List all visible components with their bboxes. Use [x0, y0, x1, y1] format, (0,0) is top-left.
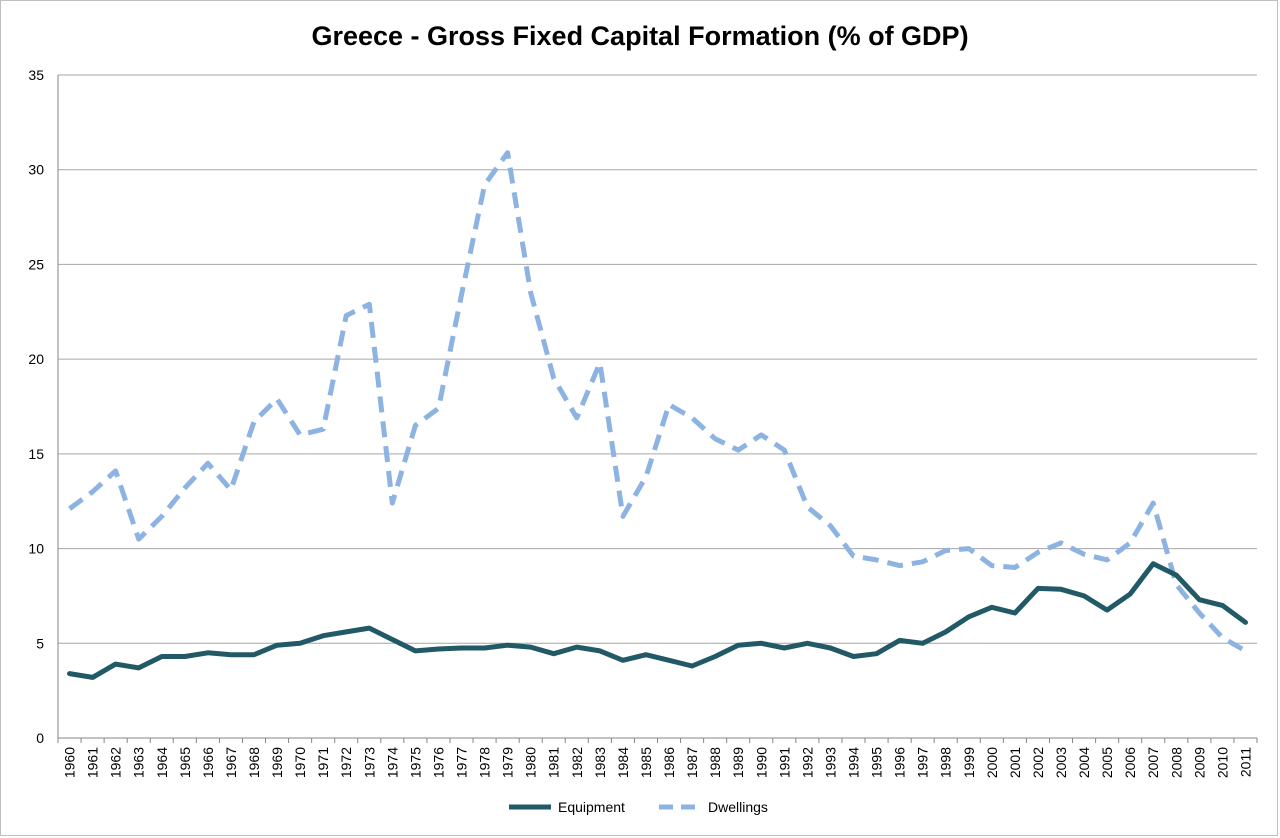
x-tick-label: 1970 [292, 747, 308, 778]
x-tick-label: 1984 [615, 747, 631, 778]
x-tick-label: 2000 [984, 747, 1000, 778]
legend: Equipment Dwellings [509, 799, 768, 815]
y-tick-label: 30 [28, 162, 44, 178]
x-tick-label: 1992 [799, 747, 815, 778]
x-tick-label: 1971 [315, 747, 331, 778]
series-line-equipment [67, 561, 1248, 680]
series-line-dwellings [68, 150, 1247, 654]
x-tick-label: 1960 [62, 747, 78, 778]
x-axis: 1960 1961 1962 1963 1964 1965 1966 1967 1968 1969… [57, 738, 1258, 778]
y-tick-label: 25 [28, 256, 44, 272]
x-tick-label: 1989 [730, 747, 746, 778]
x-tick-label: 2005 [1099, 747, 1115, 778]
x-tick-label: 1978 [477, 747, 493, 778]
x-tick-label: 1963 [131, 747, 147, 778]
x-tick-label: 1982 [569, 747, 585, 778]
x-tick-label: 1973 [361, 747, 377, 778]
legend-label: Equipment [558, 799, 625, 815]
x-tick-label: 1983 [592, 747, 608, 778]
legend-item-dwellings: Dwellings [659, 799, 768, 815]
x-tick-label: 1987 [684, 747, 700, 778]
x-tick-label: 1961 [85, 747, 101, 778]
x-tick-label: 1980 [523, 747, 539, 778]
x-tick-label: 1975 [407, 747, 423, 778]
x-tick-label: 1968 [246, 747, 262, 778]
x-tick-label: 2004 [1076, 747, 1092, 778]
x-tick-label: 1999 [961, 747, 977, 778]
x-tick-label: 1997 [915, 747, 931, 778]
series-lines [67, 150, 1248, 680]
x-tick-label: 1964 [154, 747, 170, 778]
x-tick-label: 1996 [892, 747, 908, 778]
x-tick-label: 1990 [753, 747, 769, 778]
legend-label: Dwellings [708, 799, 768, 815]
x-tick-label: 1962 [108, 747, 124, 778]
x-tick-label: 1991 [776, 747, 792, 778]
y-tick-label: 5 [36, 635, 44, 651]
x-tick-label: 2011 [1237, 747, 1253, 777]
x-tick-label: 1998 [938, 747, 954, 778]
x-tick-label: 1988 [707, 747, 723, 778]
x-tick-label: 1993 [822, 747, 838, 778]
y-axis: 0 5 10 15 20 25 30 35 [28, 67, 59, 746]
y-tick-label: 35 [28, 67, 44, 83]
x-tick-label: 1981 [546, 747, 562, 778]
x-tick-label: 1966 [200, 747, 216, 778]
x-tick-label: 2009 [1191, 747, 1207, 778]
x-tick-label: 2007 [1145, 747, 1161, 778]
x-tick-label: 2001 [1007, 747, 1023, 778]
gridlines [58, 74, 1257, 739]
x-tick-label: 2002 [1030, 747, 1046, 778]
x-tick-label: 2003 [1053, 747, 1069, 778]
x-tick-label: 2010 [1214, 747, 1230, 778]
x-tick-label: 1965 [177, 747, 193, 778]
x-tick-label: 1986 [661, 747, 677, 778]
x-tick-label: 1994 [845, 747, 861, 778]
x-tick-label: 1979 [500, 747, 516, 778]
x-tick-label: 1967 [223, 747, 239, 778]
x-tick-label: 1969 [269, 747, 285, 778]
x-tick-label: 1977 [454, 747, 470, 778]
y-tick-label: 15 [28, 446, 44, 462]
x-tick-label: 2006 [1122, 747, 1138, 778]
y-tick-label: 20 [28, 351, 44, 367]
x-tick-label: 1972 [338, 747, 354, 778]
x-tick-label: 1995 [869, 747, 885, 778]
y-tick-label: 10 [28, 541, 44, 557]
x-tick-label: 1976 [430, 747, 446, 778]
x-tick-label: 1974 [384, 747, 400, 778]
legend-item-equipment: Equipment [509, 799, 625, 815]
chart-title: Greece - Gross Fixed Capital Formation (… [311, 21, 968, 51]
x-tick-label: 1985 [638, 747, 654, 778]
x-tick-label: 2008 [1168, 747, 1184, 778]
y-tick-label: 0 [36, 730, 44, 746]
